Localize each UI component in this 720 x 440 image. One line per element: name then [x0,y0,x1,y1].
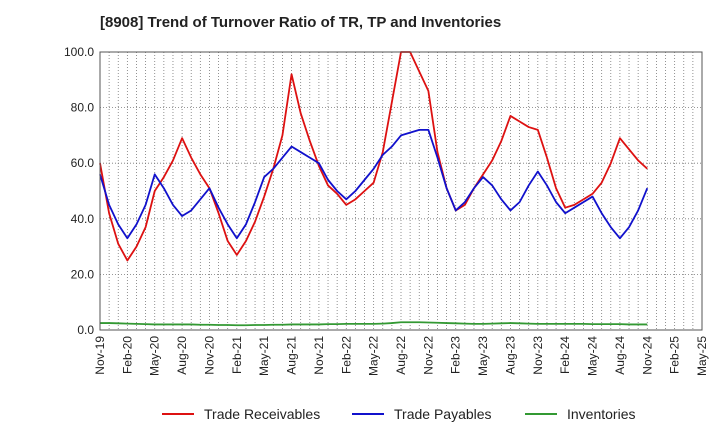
x-axis-ticks: Nov-19 Feb-20 May-20 Aug-20 Nov-20 Feb-21 May-… [93,336,709,376]
legend-label: Inventories [567,406,635,422]
x-tick-label: Feb-22 [339,336,353,374]
x-tick-label: Feb-25 [668,336,682,374]
x-tick-label: Nov-22 [421,336,435,375]
x-tick-label: May-22 [367,336,381,376]
x-tick-label: Aug-22 [394,336,408,375]
x-tick-label: Aug-23 [503,336,517,375]
y-tick-label: 20.0 [71,267,95,281]
x-tick-label: Nov-19 [93,336,107,375]
x-tick-label: May-23 [476,336,490,376]
y-tick-label: 80.0 [71,101,95,115]
y-tick-label: 100.0 [64,45,94,59]
x-tick-label: Feb-21 [230,336,244,374]
x-tick-label: Nov-21 [312,336,326,375]
trade-payables-line [99,128,649,240]
trade-receivables-line [99,51,648,262]
x-tick-label: Aug-24 [613,336,627,375]
x-tick-label: Nov-23 [531,336,545,375]
x-tick-label: May-25 [695,336,709,376]
x-tick-label: Aug-21 [285,336,299,375]
x-tick-label: May-20 [148,336,162,376]
legend-label: Trade Payables [394,406,492,422]
legend: Trade Receivables Trade Payables Inventori… [162,406,635,422]
x-tick-label: Nov-20 [202,336,216,375]
x-tick-label: Feb-20 [120,336,134,374]
x-tick-label: Feb-23 [449,336,463,374]
plot-border [99,51,703,331]
x-tick-label: May-21 [257,336,271,376]
chart-title: [8908] Trend of Turnover Ratio of TR, TP… [100,14,502,31]
series-lines [99,51,649,327]
x-tick-label: Aug-20 [175,336,189,375]
inventories-line [100,321,648,327]
x-tick-label: Nov-24 [640,336,654,375]
x-tick-label: May-24 [586,336,600,376]
y-tick-label: 60.0 [71,156,95,170]
x-tick-label: Feb-24 [558,336,572,374]
y-axis-ticks: 0.0 20.0 40.0 60.0 80.0 100.0 [64,45,94,337]
y-tick-label: 40.0 [71,212,95,226]
y-tick-label: 0.0 [77,323,94,337]
legend-label: Trade Receivables [204,406,320,422]
